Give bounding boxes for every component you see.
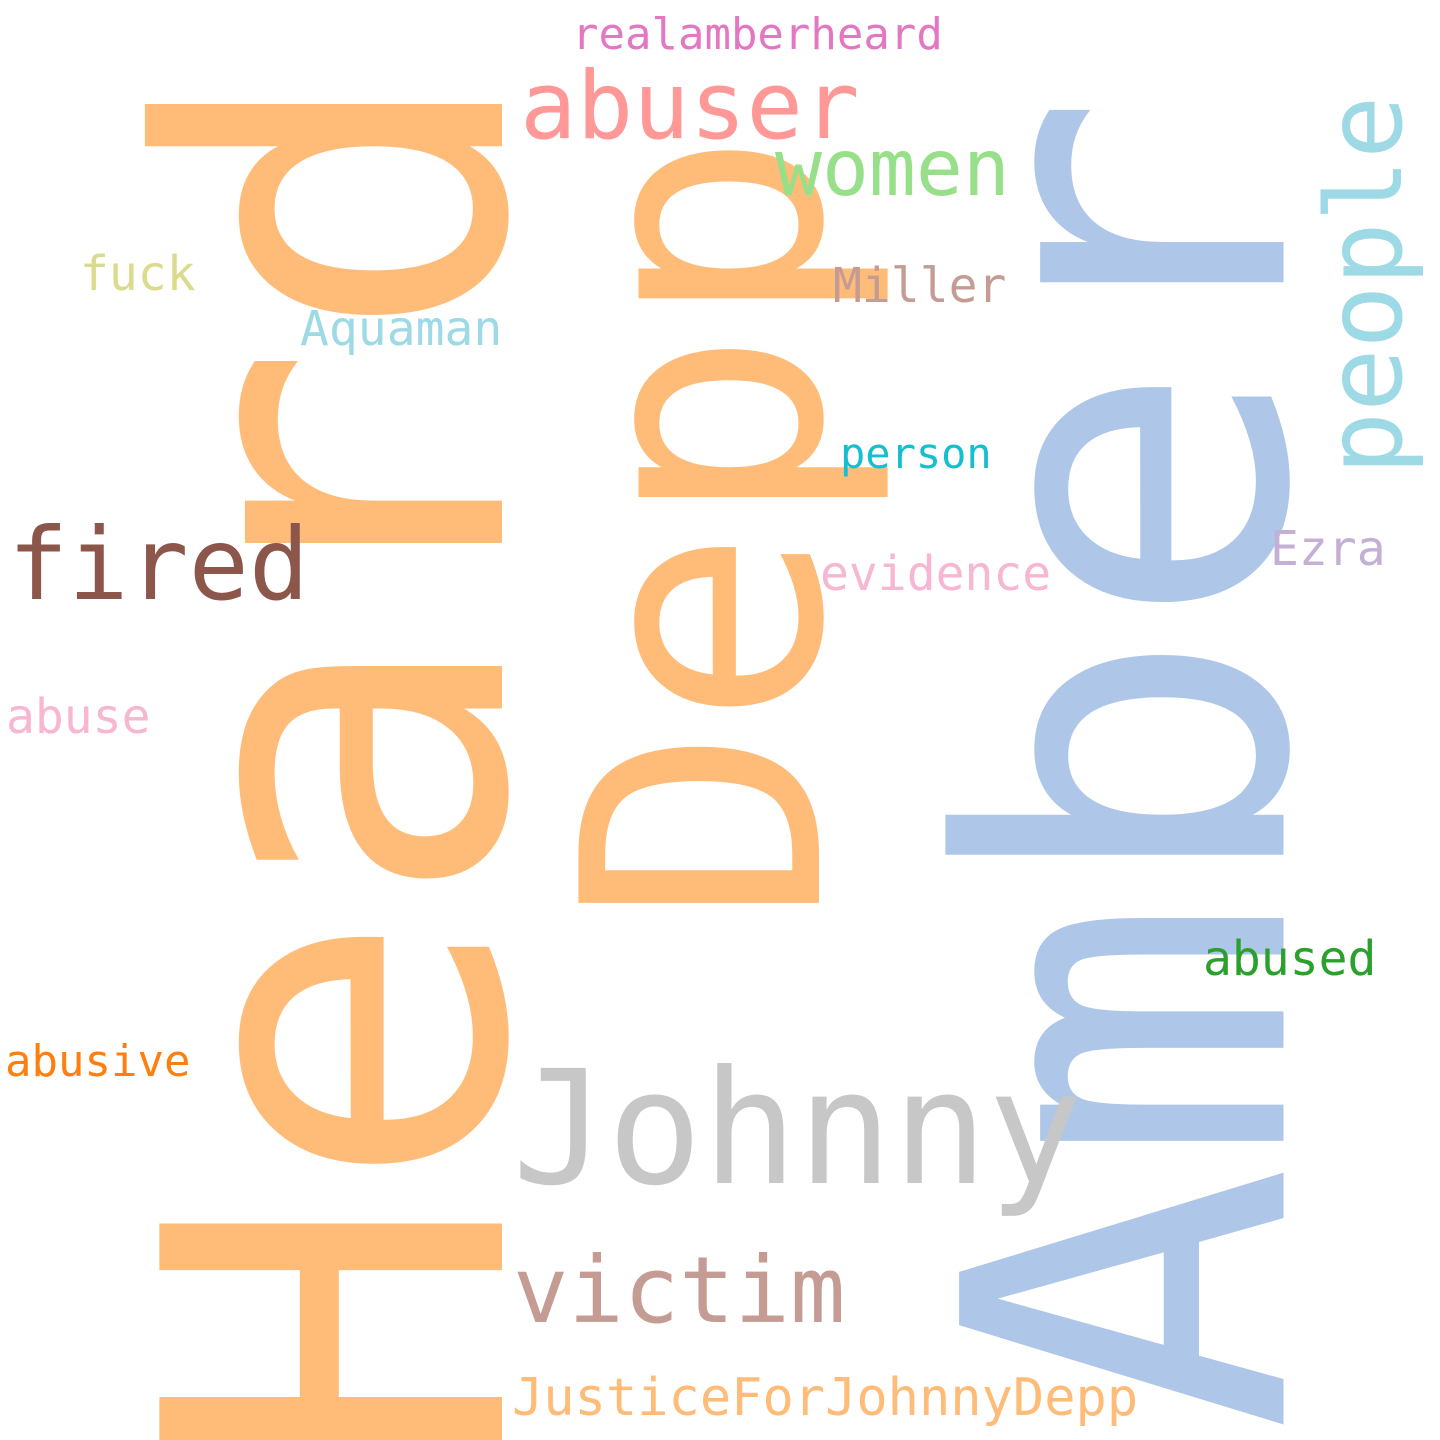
- word-victim: victim: [513, 1237, 846, 1344]
- word-abused: abused: [1203, 931, 1377, 987]
- word-abuser: abuser: [520, 52, 860, 161]
- word-fired: fired: [8, 506, 310, 623]
- word-abuse: abuse: [6, 689, 151, 745]
- word-fuck: fuck: [80, 246, 196, 302]
- word-heard: Heard: [66, 60, 613, 1440]
- word-justice-for-johnny-depp: JusticeForJohnnyDepp: [512, 1368, 1139, 1428]
- word-evidence: evidence: [820, 546, 1052, 602]
- word-women: women: [775, 124, 1010, 214]
- word-person: person: [840, 429, 992, 478]
- word-people: people: [1304, 95, 1426, 475]
- word-abusive: abusive: [5, 1036, 191, 1087]
- word-amber: Amber: [870, 92, 1389, 1433]
- word-realamberheard: realamberheard: [572, 9, 943, 60]
- word-johnny: Johnny: [512, 1037, 1083, 1221]
- word-ezra: Ezra: [1270, 521, 1386, 577]
- word-aquaman: Aquaman: [300, 301, 503, 357]
- word-miller: Miller: [833, 258, 1007, 314]
